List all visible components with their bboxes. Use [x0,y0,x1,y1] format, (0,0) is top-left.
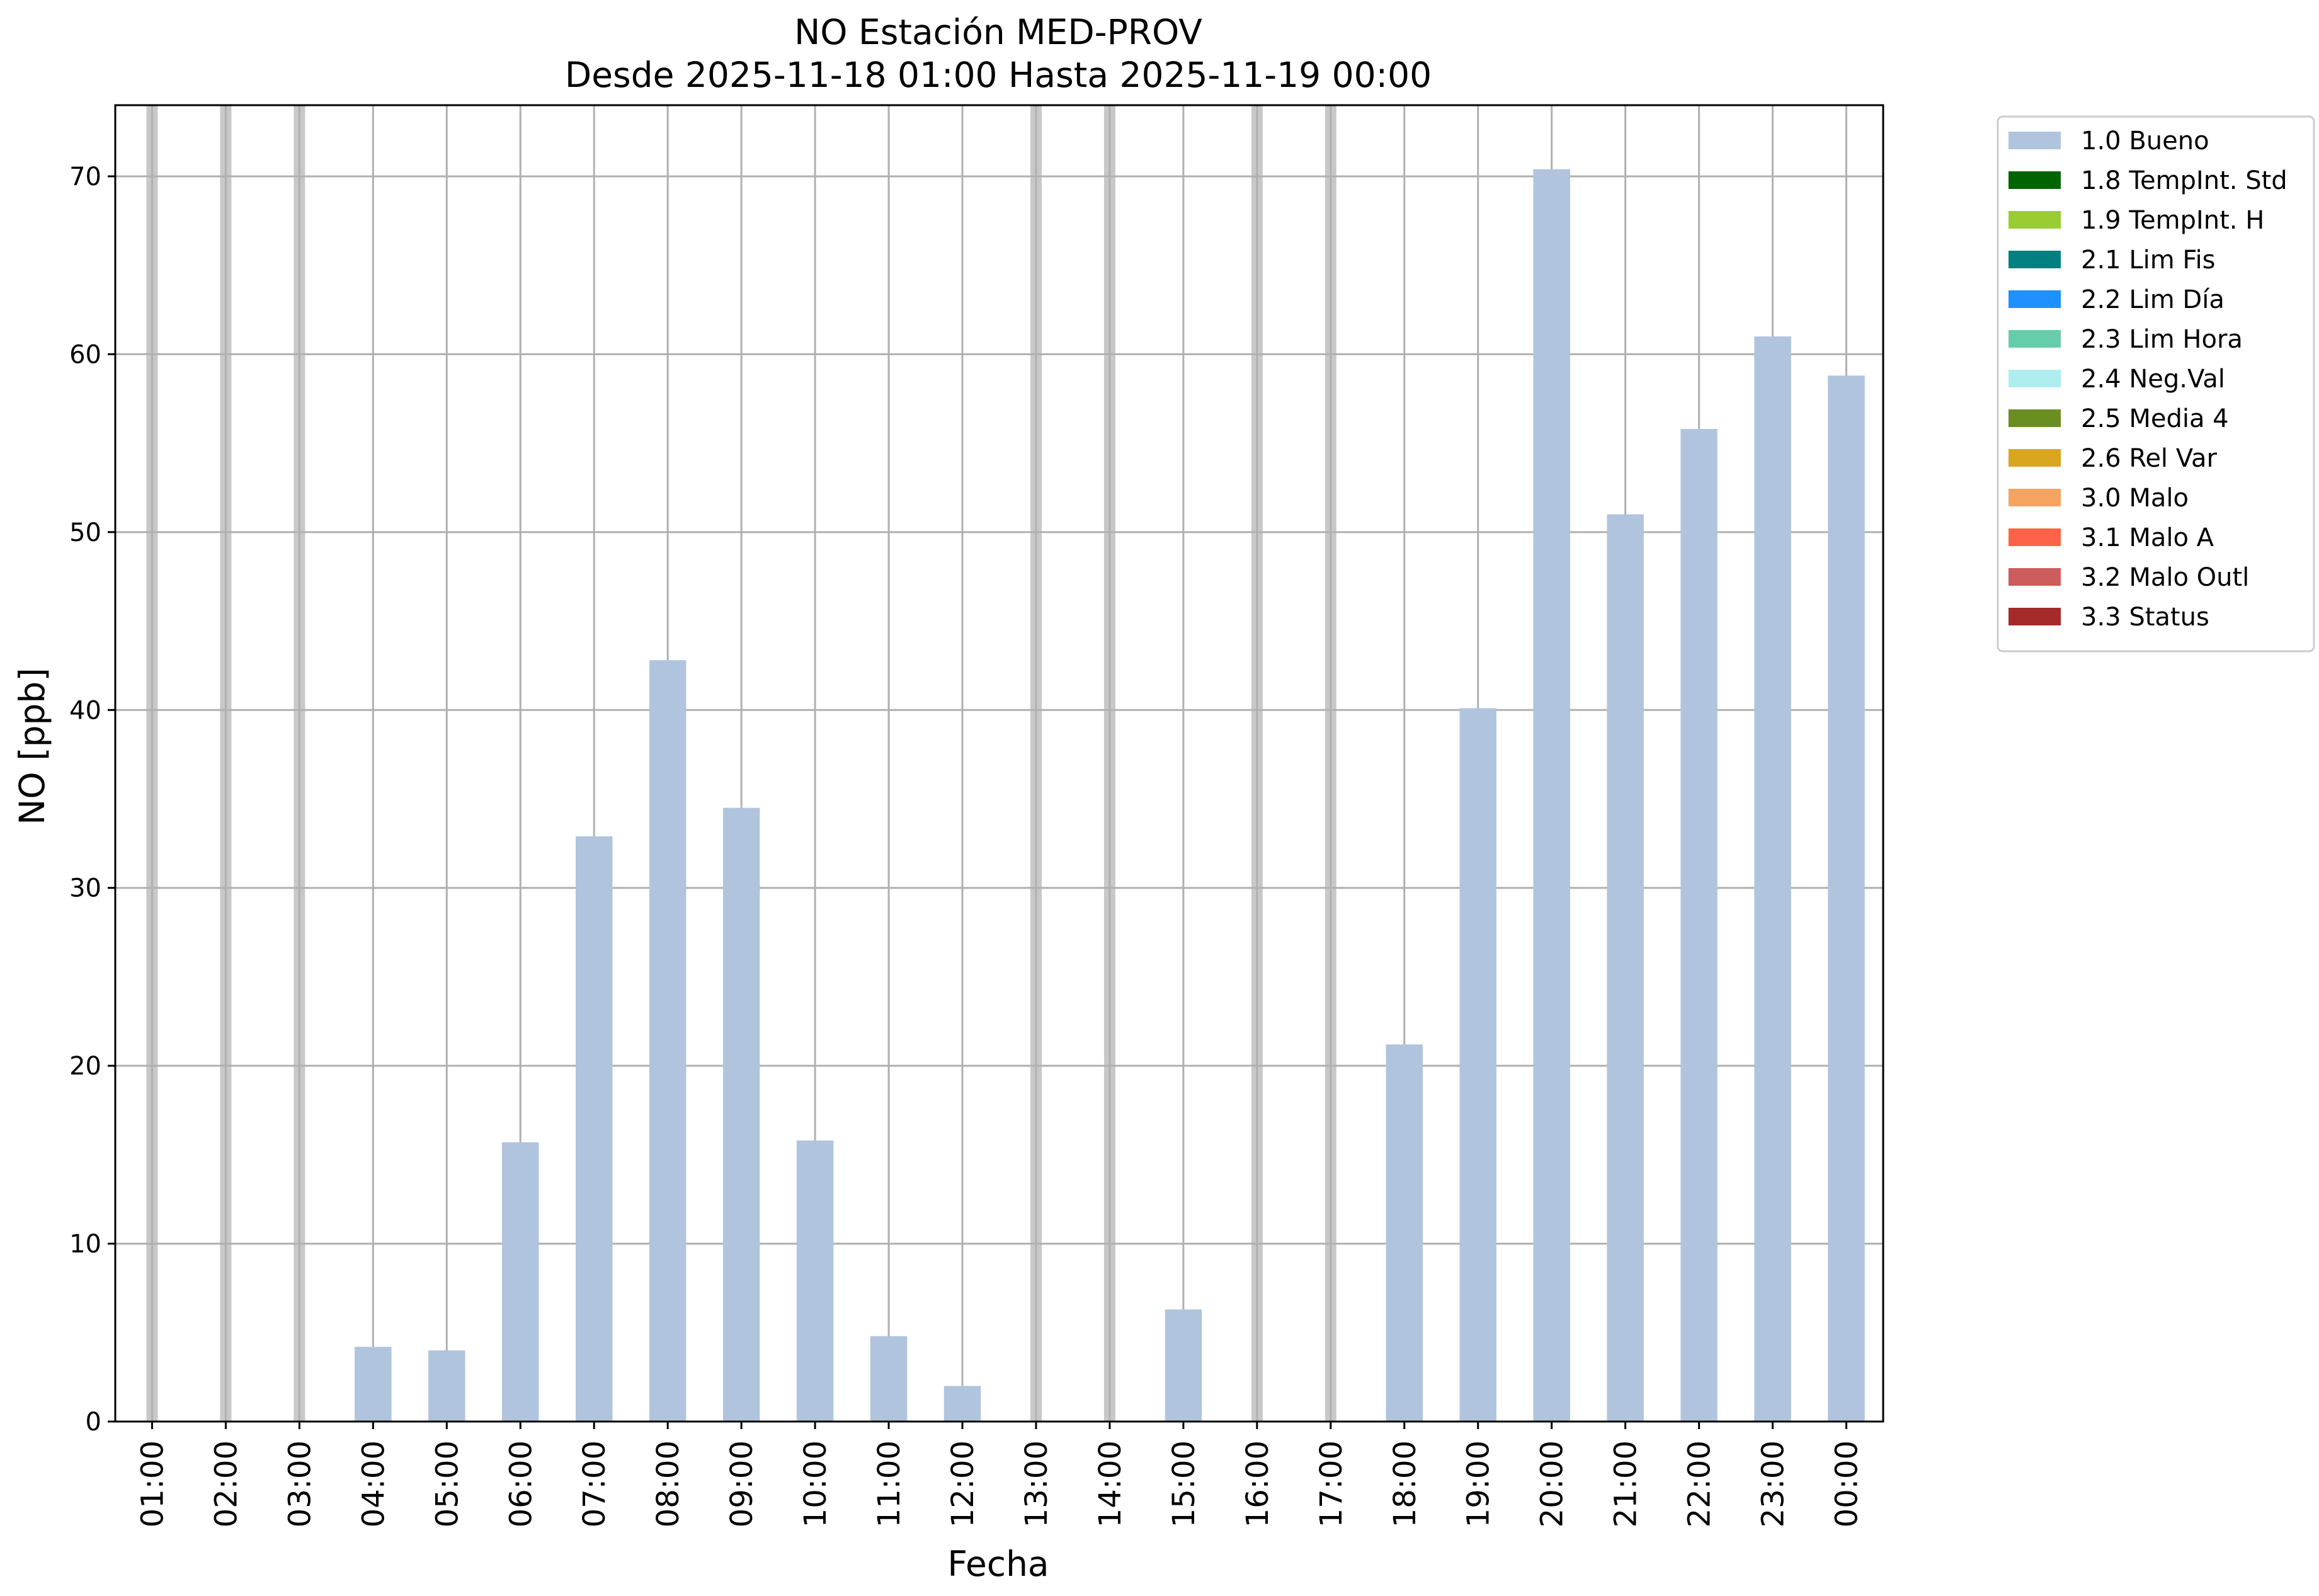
bar-series [355,169,1865,1422]
legend-label: 2.3 Lim Hora [2081,325,2243,354]
x-tick-label: 19:00 [1461,1440,1496,1527]
legend-swatch [2008,171,2061,189]
x-tick-label: 07:00 [577,1440,612,1527]
legend-label: 2.2 Lim Día [2081,285,2225,314]
legend-swatch [2008,489,2061,506]
legend-swatch [2008,449,2061,467]
legend-label: 1.9 TempInt. H [2081,206,2264,235]
bar [428,1350,465,1422]
y-axis-label: NO [ppb] [12,668,52,825]
legend-label: 3.2 Malo Outl [2081,563,2249,592]
legend-label: 1.0 Bueno [2081,127,2209,156]
x-tick-label: 00:00 [1830,1440,1865,1527]
legend-label: 2.5 Media 4 [2081,404,2229,433]
x-tick-label: 03:00 [282,1440,317,1527]
bar [575,836,613,1422]
x-tick-label: 10:00 [798,1440,833,1527]
plot-frame [114,104,1884,1423]
legend-swatch [2008,290,2061,308]
legend-label: 3.3 Status [2081,603,2209,632]
x-tick-label: 12:00 [945,1440,981,1527]
bar [1386,1044,1423,1422]
x-tick-label: 11:00 [872,1440,907,1527]
bar [1533,169,1570,1422]
x-tick-label: 14:00 [1093,1440,1128,1527]
y-tick-label: 50 [69,518,101,547]
x-tick-label: 16:00 [1240,1440,1275,1527]
bar [1459,708,1496,1422]
bar [870,1336,908,1422]
axis-ticks: 0 10 20 30 40 50 60 70 01:00 02:00 03:00 04:00 05:00… [69,162,1864,1527]
legend-box [1997,115,2315,653]
x-tick-label: 06:00 [503,1440,538,1527]
legend-swatch [2008,251,2061,268]
x-tick-label: 17:00 [1314,1440,1349,1527]
x-tick-label: 22:00 [1682,1440,1718,1527]
legend-swatch [2008,568,2061,586]
x-tick-label: 18:00 [1387,1440,1423,1527]
x-tick-label: 08:00 [651,1440,686,1527]
x-tick-label: 05:00 [430,1440,465,1527]
x-axis-label: Fecha [947,1544,1049,1584]
bar [796,1140,834,1422]
chart-subtitle: Desde 2025-11-18 01:00 Hasta 2025-11-19 … [565,55,1432,95]
bar [1680,429,1718,1422]
bar [355,1347,392,1422]
y-tick-label: 40 [69,696,101,725]
y-tick-label: 0 [86,1408,101,1437]
legend-label: 3.0 Malo [2081,484,2189,513]
x-tick-label: 13:00 [1019,1440,1054,1527]
y-tick-label: 20 [69,1052,101,1081]
y-tick-label: 60 [69,340,101,369]
x-tick-label: 01:00 [135,1440,170,1527]
legend-swatch [2008,211,2061,229]
legend-label: 2.4 Neg.Val [2081,365,2225,394]
bar [649,660,687,1422]
x-tick-label: 09:00 [724,1440,760,1527]
legend-swatch [2008,370,2061,387]
legend-swatch [2008,132,2061,149]
bar [1754,336,1791,1422]
y-tick-label: 70 [69,162,101,191]
x-tick-label: 21:00 [1609,1440,1644,1527]
legend-label: 1.8 TempInt. Std [2081,166,2288,195]
bar [943,1386,981,1422]
legend-swatch [2008,608,2061,625]
legend-label: 2.6 Rel Var [2081,444,2218,473]
bar [1607,514,1644,1422]
chart-title: NO Estación MED-PROV [794,12,1202,52]
legend: 1.0 Bueno 1.8 TempInt. Std 1.9 TempInt. H 2… [1997,115,2315,653]
x-tick-label: 15:00 [1166,1440,1202,1527]
legend-swatch [2008,330,2061,348]
x-tick-label: 02:00 [208,1440,244,1527]
legend-label: 3.1 Malo A [2081,523,2214,552]
bar [1165,1309,1202,1422]
x-tick-label: 20:00 [1535,1440,1570,1527]
legend-swatch [2008,528,2061,546]
y-tick-label: 30 [69,874,101,903]
bar [502,1142,539,1422]
x-tick-label: 23:00 [1756,1440,1791,1527]
y-tick-label: 10 [69,1230,101,1259]
bar [1828,375,1865,1422]
bar [722,807,760,1422]
x-tick-label: 04:00 [356,1440,391,1527]
legend-swatch [2008,409,2061,427]
legend-label: 2.1 Lim Fis [2081,246,2215,275]
